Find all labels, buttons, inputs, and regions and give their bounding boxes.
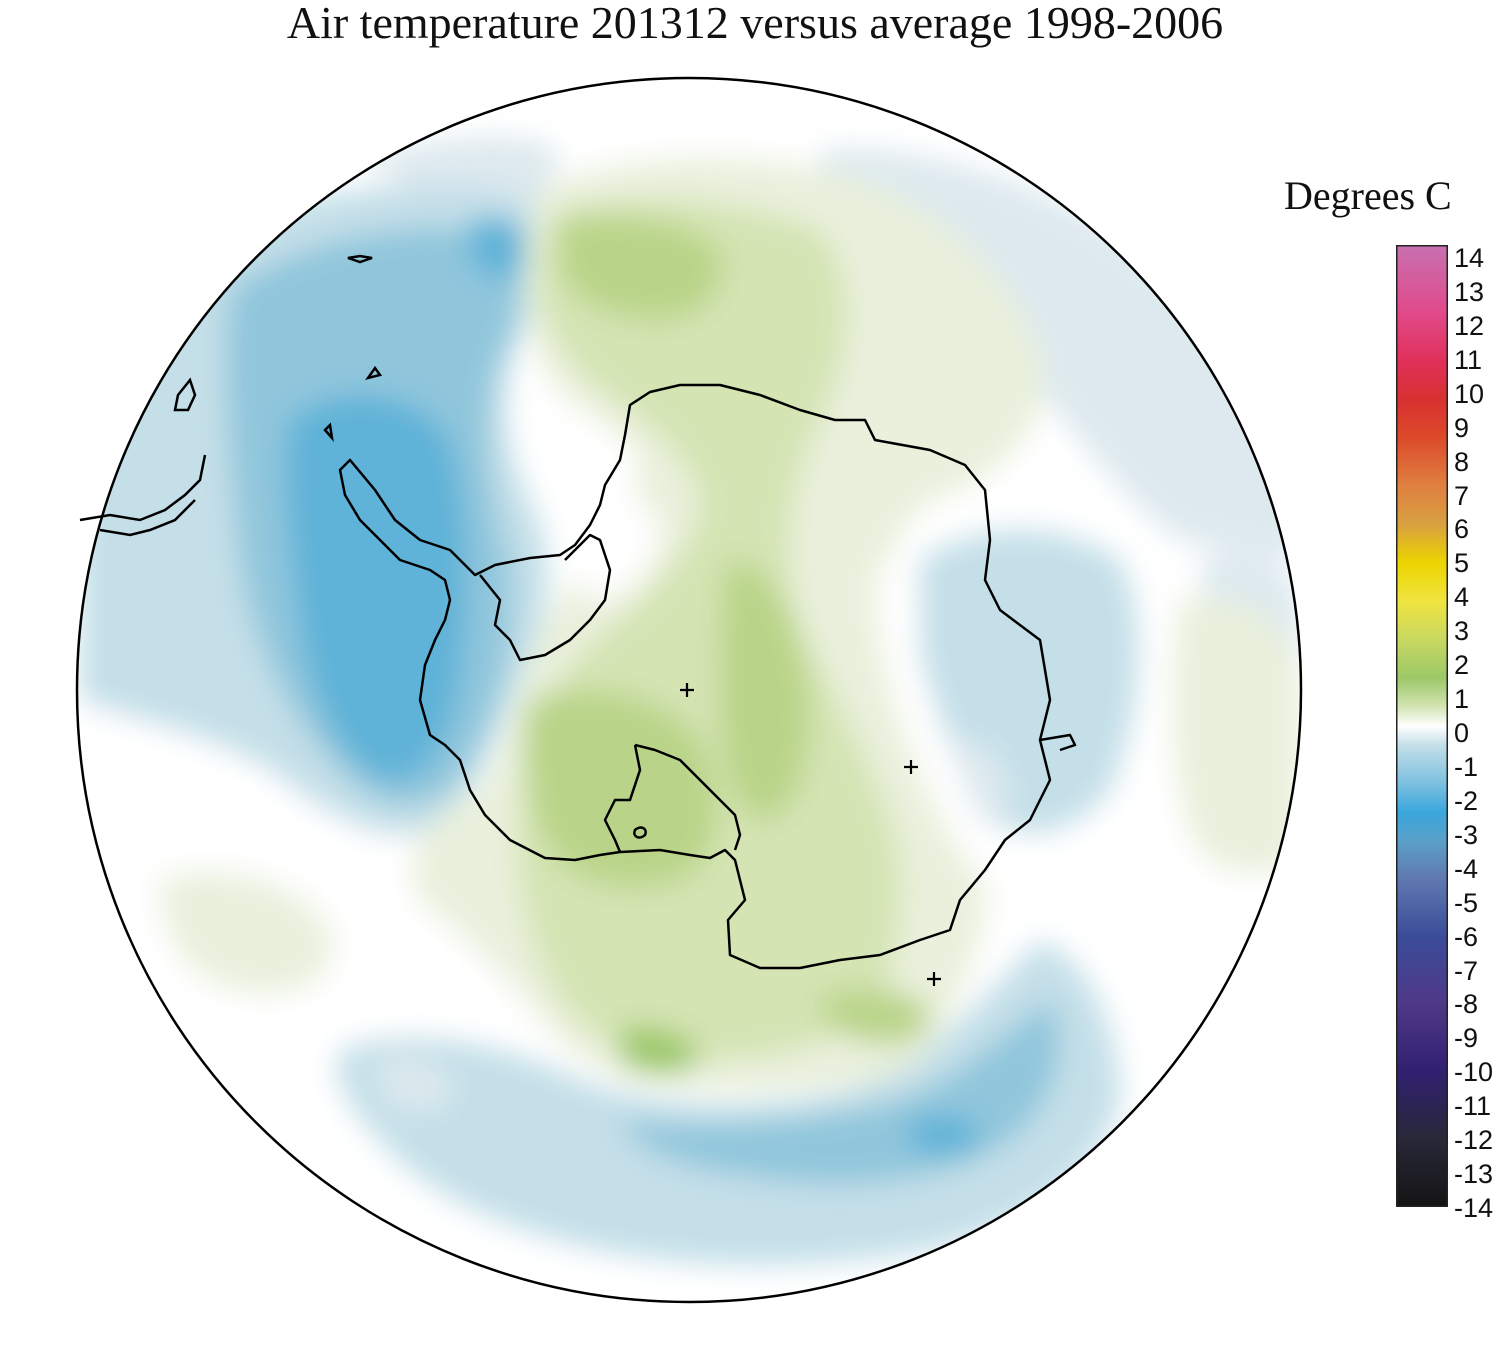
legend-tick-label: 4 (1454, 582, 1470, 613)
legend-tick-label: 6 (1454, 514, 1470, 545)
station-marker-coast (927, 972, 941, 986)
legend-tick-label: -12 (1454, 1125, 1494, 1156)
legend-tick-label: -10 (1454, 1057, 1494, 1088)
legend-tick-label: 14 (1454, 243, 1485, 273)
station-marker-east (904, 760, 918, 774)
legend-tick-label: 13 (1454, 276, 1485, 307)
legend-unit-label: Degrees C (1284, 173, 1452, 218)
legend-tick-label: -1 (1454, 751, 1479, 782)
coastline-antarctica (338, 383, 1077, 970)
legend-tick-label: -5 (1454, 887, 1479, 918)
station-marker-south-pole (680, 683, 694, 697)
legend-tick-label: -6 (1454, 921, 1479, 952)
station-markers (680, 683, 941, 986)
legend-tick-label: 2 (1454, 650, 1470, 681)
legend-tick-label: -2 (1454, 785, 1479, 816)
legend-tick-label: 5 (1454, 548, 1470, 579)
legend-tick-label: -14 (1454, 1193, 1494, 1223)
legend-tick-label: 0 (1454, 718, 1470, 748)
legend-tick-label: -3 (1454, 819, 1479, 850)
legend-tick-label: 12 (1454, 310, 1485, 341)
legend-tick-label: 1 (1454, 684, 1470, 715)
legend-tick-label: -8 (1454, 989, 1479, 1020)
legend-tick-label: 3 (1454, 616, 1470, 647)
legend-tick-label: -13 (1454, 1159, 1494, 1190)
legend-tick-label: 9 (1454, 412, 1470, 443)
legend-tick-label: 10 (1454, 378, 1485, 409)
legend-tick-label: 7 (1454, 480, 1470, 511)
map-title: Air temperature 201312 versus average 19… (286, 0, 1224, 48)
legend-colorbar (1396, 245, 1448, 1207)
legend-tick-label: 11 (1454, 344, 1483, 375)
coastline-south-america (79, 254, 383, 537)
legend-tick-label: -9 (1454, 1023, 1479, 1054)
legend-tick-label: -11 (1454, 1091, 1492, 1122)
map-boundary (75, 76, 1303, 1304)
legend-tick-label: 8 (1454, 446, 1470, 477)
legend-tick-label: -7 (1454, 955, 1479, 986)
legend-tick-label: -4 (1454, 853, 1479, 884)
